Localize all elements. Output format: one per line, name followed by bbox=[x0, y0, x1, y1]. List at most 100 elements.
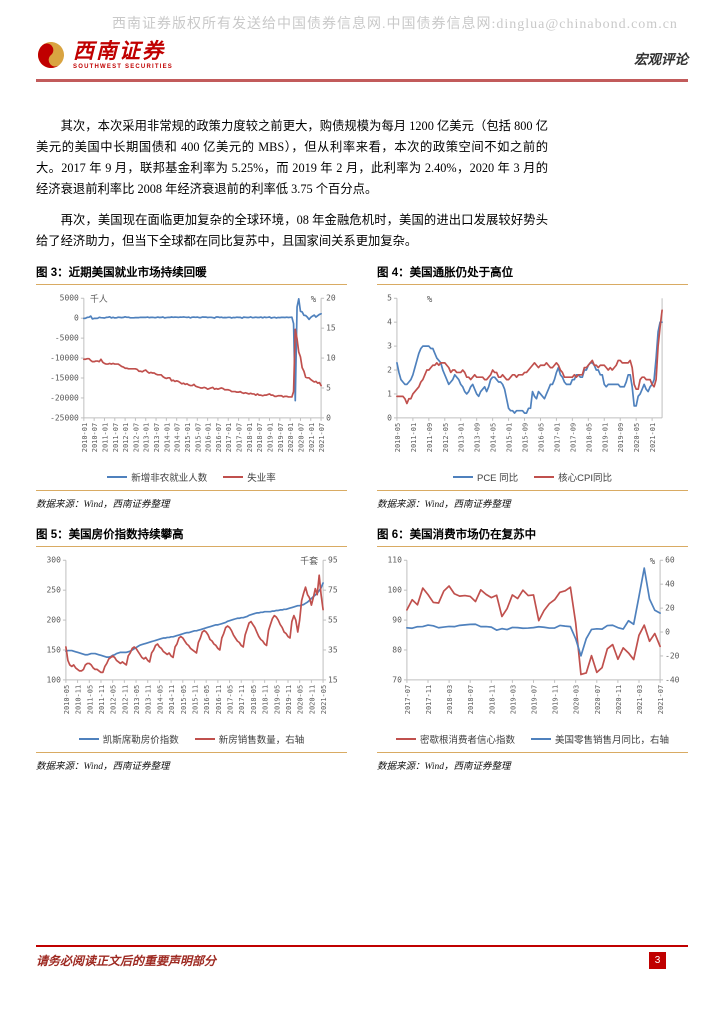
svg-text:-15000: -15000 bbox=[50, 373, 79, 382]
page-header: 西南证券 SOUTHWEST SECURITIES 宏观评论 bbox=[36, 40, 688, 70]
svg-text:2013-11: 2013-11 bbox=[145, 685, 153, 714]
svg-text:2020-03: 2020-03 bbox=[573, 685, 581, 714]
brand-name-en: SOUTHWEST SECURITIES bbox=[73, 63, 174, 70]
svg-text:2019-01: 2019-01 bbox=[267, 423, 275, 452]
legend-line-swatch bbox=[534, 476, 555, 478]
svg-text:2014-05: 2014-05 bbox=[490, 423, 498, 452]
svg-text:2020-01: 2020-01 bbox=[287, 423, 295, 452]
legend-line-swatch bbox=[223, 476, 244, 478]
svg-text:80: 80 bbox=[392, 645, 402, 654]
svg-text:2010-01: 2010-01 bbox=[81, 423, 89, 452]
svg-text:100: 100 bbox=[47, 675, 62, 684]
svg-text:2013-01: 2013-01 bbox=[458, 423, 466, 452]
legend-item: 密歇根消费者信心指数 bbox=[395, 732, 515, 746]
svg-text:2017-07: 2017-07 bbox=[404, 685, 412, 714]
svg-text:2018-07: 2018-07 bbox=[467, 685, 475, 714]
svg-text:10: 10 bbox=[326, 354, 336, 363]
svg-text:2020-07: 2020-07 bbox=[594, 685, 602, 714]
svg-text:2019-09: 2019-09 bbox=[617, 423, 625, 452]
report-section-label: 宏观评论 bbox=[634, 52, 688, 67]
svg-text:60: 60 bbox=[665, 556, 675, 565]
svg-text:-10000: -10000 bbox=[50, 354, 79, 363]
svg-text:2019-03: 2019-03 bbox=[509, 685, 517, 714]
brand-logo: 西南证券 SOUTHWEST SECURITIES bbox=[36, 40, 173, 70]
legend-line-swatch bbox=[452, 476, 473, 478]
report-body: 其次，本次采用非常规的政策力度较之前更大，购债规模为每月 1200 亿美元（包括… bbox=[36, 116, 688, 772]
figure-4-inflation: 图 4：美国通胀仍处于高位 5 4 3 2 1 0 2010-05 2011-01 2011-0… bbox=[377, 262, 688, 510]
svg-text:2020-05: 2020-05 bbox=[297, 685, 305, 714]
svg-text:250: 250 bbox=[47, 586, 62, 595]
svg-text:2011-01: 2011-01 bbox=[101, 423, 109, 452]
footer-disclaimer: 请务必阅读正文后的重要声明部分 bbox=[36, 954, 217, 968]
svg-text:2019-07: 2019-07 bbox=[530, 685, 538, 714]
svg-text:2015-01: 2015-01 bbox=[184, 423, 192, 452]
svg-text:2021-03: 2021-03 bbox=[636, 685, 644, 714]
svg-text:-40: -40 bbox=[665, 675, 680, 684]
svg-text:2014-07: 2014-07 bbox=[174, 423, 182, 452]
svg-text:%: % bbox=[427, 295, 433, 305]
svg-text:2011-09: 2011-09 bbox=[426, 423, 434, 452]
svg-text:2018-03: 2018-03 bbox=[446, 685, 454, 714]
legend-label: 新房销售数量，右轴 bbox=[218, 735, 305, 746]
svg-text:2021-07: 2021-07 bbox=[657, 685, 665, 714]
svg-text:2013-07: 2013-07 bbox=[153, 423, 161, 452]
svg-text:2019-11: 2019-11 bbox=[552, 685, 560, 714]
svg-text:55: 55 bbox=[328, 616, 338, 625]
svg-text:2014-05: 2014-05 bbox=[156, 685, 164, 714]
svg-text:2017-05: 2017-05 bbox=[227, 685, 235, 714]
svg-text:2015-11: 2015-11 bbox=[191, 685, 199, 714]
legend-item: 美国零售销售月同比，右轴 bbox=[531, 732, 669, 746]
svg-text:2011-11: 2011-11 bbox=[98, 685, 106, 714]
svg-text:2010-07: 2010-07 bbox=[91, 423, 99, 452]
watermark-text: 西南证券版权所有发送给中国债券信息网.中国债券信息网:dinglua@china… bbox=[112, 17, 678, 32]
svg-text:2014-11: 2014-11 bbox=[168, 685, 176, 714]
legend-label: 密歇根消费者信心指数 bbox=[419, 735, 515, 746]
figure-6-chart: 110 100 90 80 70 60 40 20 0 -20 -40 2017-07 2017-11 2… bbox=[388, 556, 680, 714]
svg-text:2012-07: 2012-07 bbox=[132, 423, 140, 452]
legend-line-swatch bbox=[531, 738, 551, 740]
svg-text:-20000: -20000 bbox=[50, 393, 79, 402]
svg-text:200: 200 bbox=[47, 616, 62, 625]
svg-text:75: 75 bbox=[328, 586, 338, 595]
svg-text:2017-01: 2017-01 bbox=[553, 423, 561, 452]
svg-text:2017-09: 2017-09 bbox=[569, 423, 577, 452]
svg-text:2015-01: 2015-01 bbox=[506, 423, 514, 452]
svg-text:4: 4 bbox=[387, 318, 392, 327]
svg-text:1: 1 bbox=[387, 389, 392, 398]
svg-text:300: 300 bbox=[47, 556, 62, 565]
svg-text:0: 0 bbox=[326, 413, 331, 422]
svg-text:5: 5 bbox=[326, 383, 331, 392]
svg-text:2010-05: 2010-05 bbox=[63, 685, 71, 714]
brand-name-cn: 西南证券 bbox=[73, 38, 165, 63]
svg-text:2021-01: 2021-01 bbox=[649, 423, 657, 452]
svg-text:2017-11: 2017-11 bbox=[238, 685, 246, 714]
svg-text:2012-01: 2012-01 bbox=[122, 423, 130, 452]
svg-text:2021-05: 2021-05 bbox=[320, 685, 328, 714]
svg-text:2015-09: 2015-09 bbox=[522, 423, 530, 452]
svg-text:2018-05: 2018-05 bbox=[250, 685, 258, 714]
svg-text:-5000: -5000 bbox=[55, 334, 79, 343]
brand-text: 西南证券 SOUTHWEST SECURITIES bbox=[73, 38, 174, 70]
svg-text:20: 20 bbox=[665, 604, 675, 613]
svg-text:2018-05: 2018-05 bbox=[585, 423, 593, 452]
paragraph-global-environment: 再次，美国现在面临更加复杂的全球环境，08 年金融危机时，美国的进出口发展较好势… bbox=[36, 213, 548, 248]
legend-item: 失业率 bbox=[223, 470, 276, 484]
svg-text:2019-05: 2019-05 bbox=[273, 685, 281, 714]
figure-3-legend: 新增非农就业人数 失业率 bbox=[36, 470, 347, 484]
footer-divider bbox=[36, 945, 688, 947]
svg-text:2017-11: 2017-11 bbox=[425, 685, 433, 714]
svg-text:0: 0 bbox=[74, 314, 79, 323]
legend-label: 新增非农就业人数 bbox=[131, 473, 208, 484]
svg-text:2021-07: 2021-07 bbox=[318, 423, 326, 452]
svg-text:100: 100 bbox=[388, 586, 403, 595]
figure-5-housing: 图 5：美国房价指数持续攀高 300 250 200 150 100 95 75 55 35 15… bbox=[36, 524, 347, 772]
svg-text:2012-11: 2012-11 bbox=[121, 685, 129, 714]
svg-text:2020-11: 2020-11 bbox=[308, 685, 316, 714]
figure-3-title: 图 3：近期美国就业市场持续回暖 bbox=[36, 262, 347, 285]
svg-text:15: 15 bbox=[326, 324, 336, 333]
svg-text:35: 35 bbox=[328, 645, 338, 654]
page-number-badge: 3 bbox=[649, 952, 666, 969]
svg-text:2016-05: 2016-05 bbox=[203, 685, 211, 714]
svg-text:%: % bbox=[650, 557, 656, 567]
figure-6-title: 图 6：美国消费市场仍在复苏中 bbox=[377, 524, 688, 547]
